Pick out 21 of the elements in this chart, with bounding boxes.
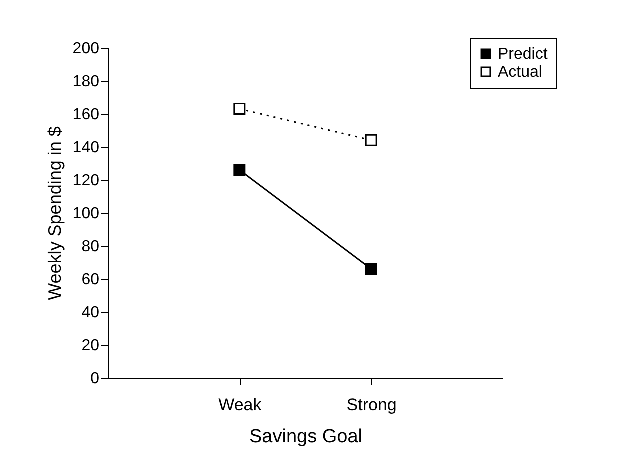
x-tick-label: Strong: [346, 396, 397, 414]
y-tick-label: 160: [72, 106, 100, 124]
y-tick-label: 60: [82, 272, 100, 288]
y-tick-label: 40: [82, 304, 100, 322]
y-tick-label: 100: [72, 206, 100, 222]
y-tick-label: 200: [72, 40, 100, 58]
point: [234, 103, 246, 116]
y-axis-title: Weekly Spending in $: [44, 126, 65, 300]
y-tick-label: 20: [82, 338, 100, 354]
legend-label: Actual: [498, 64, 542, 81]
y-tick-label: 0: [90, 370, 100, 388]
y-tick-label: 80: [82, 238, 100, 256]
point: [365, 134, 378, 146]
x-tick-label: Weak: [218, 396, 262, 414]
point: [365, 263, 378, 276]
legend-label: Predict: [498, 46, 548, 63]
y-tick-label: 180: [72, 74, 100, 90]
y-tick-label: 140: [72, 140, 100, 156]
y-tick-label: 120: [72, 172, 100, 190]
point: [234, 164, 246, 176]
x-axis-title: Savings Goal: [249, 426, 363, 448]
